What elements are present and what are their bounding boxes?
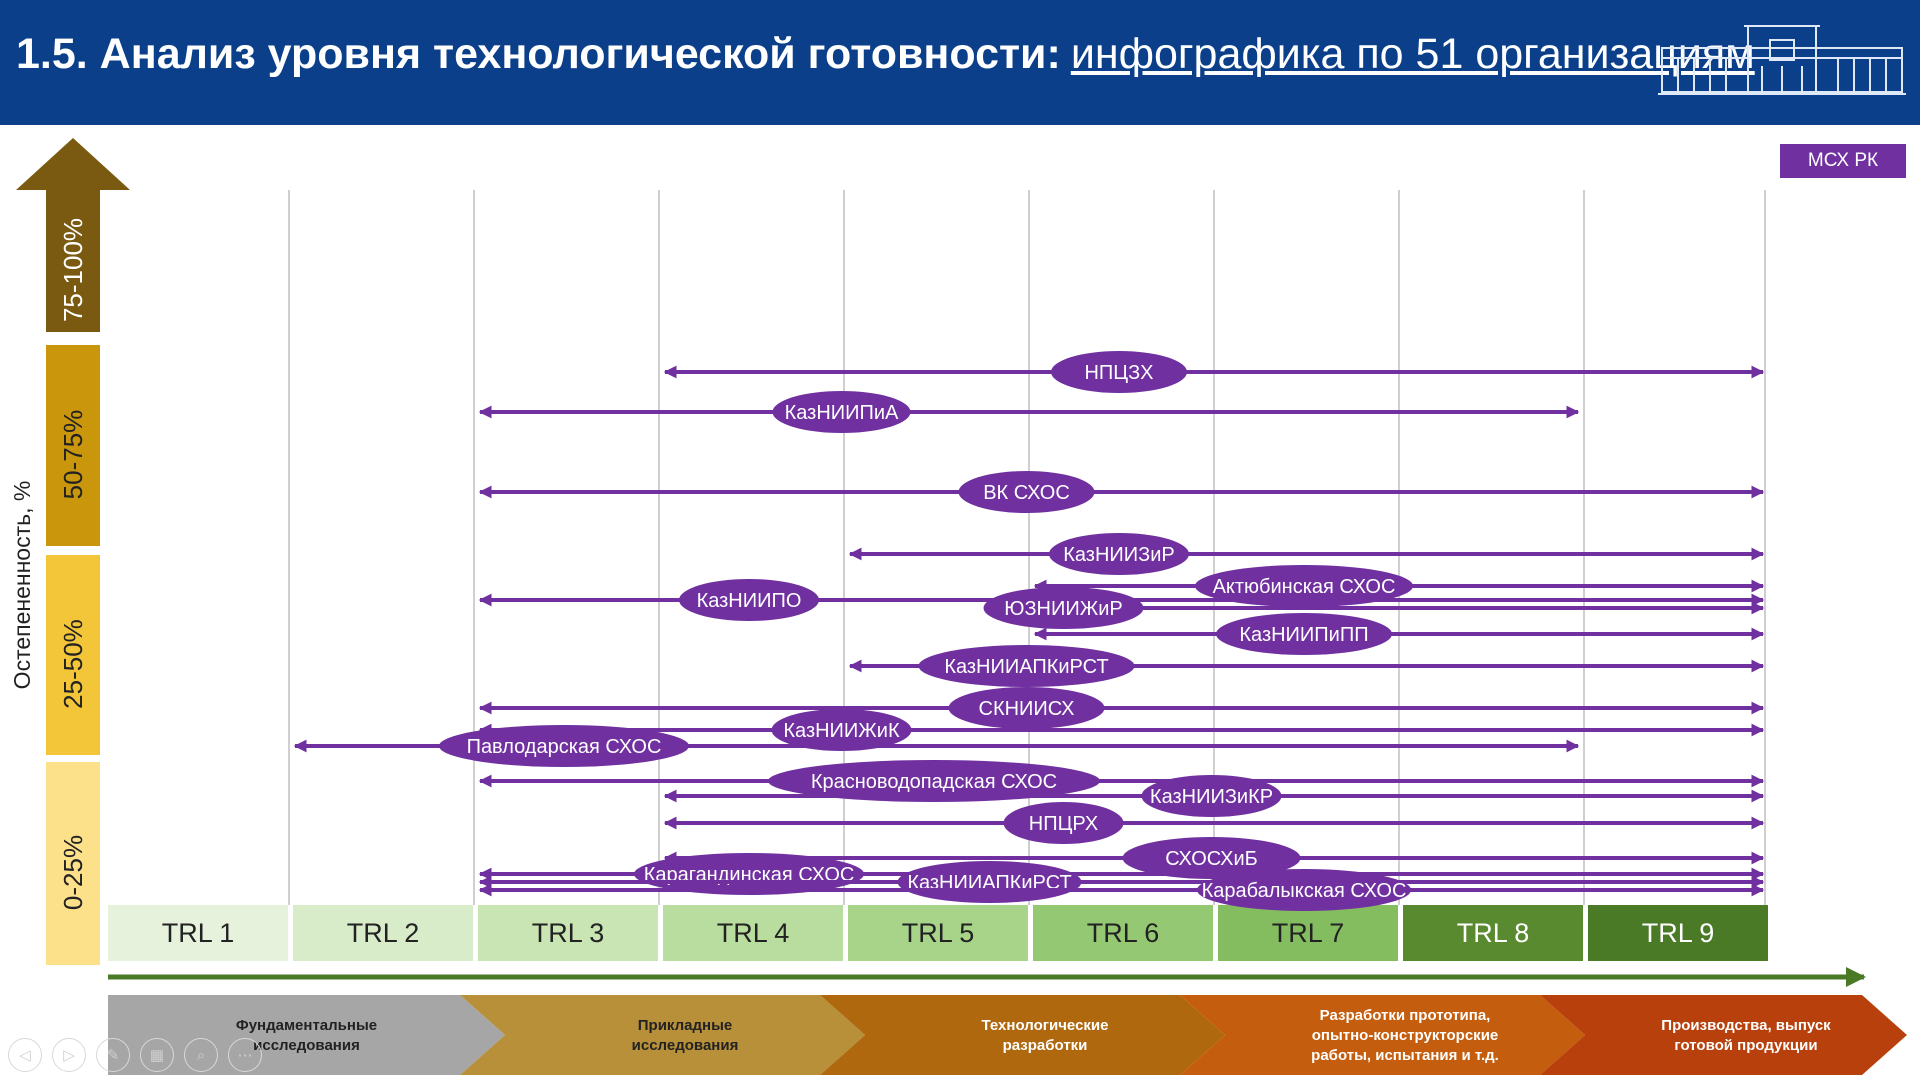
trl-label: TRL 2 [347, 918, 420, 948]
org-label-красноводопадская-схос: Красноводопадская СХОС [811, 771, 1057, 793]
slide-controls: ◁ ▷ ✎ ▦ ⌕ ⋯ [8, 1038, 262, 1072]
org-label-схосхиб: СХОСХиБ [1165, 848, 1258, 870]
trl-box-1 [108, 905, 288, 961]
trl-label: TRL 3 [532, 918, 605, 948]
trl-label: TRL 6 [1087, 918, 1160, 948]
org-label-актюбинская-схос: Актюбинская СХОС [1213, 576, 1396, 598]
org-label-нпцзх: НПЦЗХ [1084, 362, 1153, 384]
degree-band-3 [46, 555, 100, 755]
trl-label: TRL 7 [1272, 918, 1345, 948]
trl-box-4 [663, 905, 843, 961]
org-label-казниипиа: КазНИИПиА [785, 402, 899, 424]
stage-label: Разработки прототипа, опытно-конструкторс… [1311, 1007, 1499, 1064]
slides-icon[interactable]: ▦ [140, 1038, 174, 1072]
degree-band-label: 0-25% [58, 835, 88, 910]
degree-band-1 [46, 190, 100, 332]
degree-band-4 [46, 762, 100, 965]
trl-box-2 [293, 905, 473, 961]
org-oval [679, 579, 819, 621]
org-oval [1216, 613, 1392, 655]
ministry-badge: МСХ РК [1780, 144, 1906, 178]
trl-box-7 [1218, 905, 1398, 961]
trl-box-3 [478, 905, 658, 961]
org-label-скниисх: СКНИИСХ [979, 698, 1075, 720]
org-label-казниизикр: КазНИИЗиКР [1150, 786, 1273, 808]
org-label-казниипо: КазНИИПО [697, 590, 802, 612]
org-label-казниизир: КазНИИЗиР [1063, 544, 1175, 566]
org-oval [772, 391, 911, 433]
org-oval [1003, 802, 1124, 844]
trl-label: TRL 9 [1642, 918, 1715, 948]
previous-icon[interactable]: ◁ [8, 1038, 42, 1072]
trl-label: TRL 4 [717, 918, 790, 948]
stage-chevron-2 [460, 995, 865, 1075]
stage-label: Производства, выпуск готовой продукции [1661, 1017, 1831, 1054]
trl-label: TRL 8 [1457, 918, 1530, 948]
degree-band-2 [46, 345, 100, 546]
stage-label: Технологические разработки [982, 1017, 1109, 1054]
degree-band-label: 50-75% [58, 410, 88, 500]
pen-icon[interactable]: ✎ [96, 1038, 130, 1072]
trl-box-5 [848, 905, 1028, 961]
degree-band-label: 75-100% [58, 218, 88, 322]
org-oval [439, 725, 689, 767]
stage-label: Прикладные исследования [632, 1017, 739, 1054]
header-bar: 1.5. Анализ уровня технологической готов… [0, 0, 1920, 125]
org-label-юзниижир: ЮЗНИИЖиР [1004, 598, 1122, 620]
org-label-казниипипп: КазНИИПиПП [1239, 624, 1368, 646]
org-label-казнииапкирст: КазНИИАПКиРСТ [944, 656, 1108, 678]
org-oval [958, 471, 1095, 513]
next-icon[interactable]: ▷ [52, 1038, 86, 1072]
org-label-вк-схос: ВК СХОС [983, 482, 1070, 504]
trl-box-9 [1588, 905, 1768, 961]
trl-infographic: 75-100% 50-75% 25-50% 0-25% Остепененность, … [9, 138, 1907, 1075]
axis-arrow-head [16, 138, 130, 190]
more-icon[interactable]: ⋯ [228, 1038, 262, 1072]
org-oval [983, 587, 1144, 629]
org-oval [1049, 533, 1189, 575]
page-title-text: 1.5. Анализ уровня технологической готов… [16, 30, 1061, 78]
org-label-казниижик: КазНИИЖиК [783, 720, 900, 742]
trl-box-8 [1403, 905, 1583, 961]
stage-label: Фундаментальные исследования [236, 1017, 377, 1054]
zoom-icon[interactable]: ⌕ [184, 1038, 218, 1072]
page-title: 1.5. Анализ уровня технологической готов… [16, 30, 1755, 79]
org-label-павлодарская-схос: Павлодарская СХОС [467, 736, 662, 758]
trl-label: TRL 1 [162, 918, 235, 948]
building-logo-icon [1658, 25, 1906, 95]
degree-band-label: 25-50% [58, 619, 88, 709]
org-oval [1141, 775, 1282, 817]
org-oval [1051, 351, 1187, 393]
org-label-карабалыкская-схос: Карабалыкская СХОС [1202, 880, 1407, 902]
org-oval [948, 687, 1105, 729]
org-oval [1197, 869, 1411, 911]
y-axis-label: Остепененность, % [9, 481, 35, 690]
org-oval [918, 645, 1135, 687]
org-label-нпцрх: НПЦРХ [1029, 813, 1098, 835]
stage-chevron-4 [1180, 995, 1585, 1075]
trl-box-6 [1033, 905, 1213, 961]
trl-label: TRL 5 [902, 918, 975, 948]
stage-chevron-5 [1540, 995, 1907, 1075]
stage-chevron-3 [820, 995, 1225, 1075]
infographic-link[interactable]: инфографика по 51 организациям [1070, 30, 1755, 78]
